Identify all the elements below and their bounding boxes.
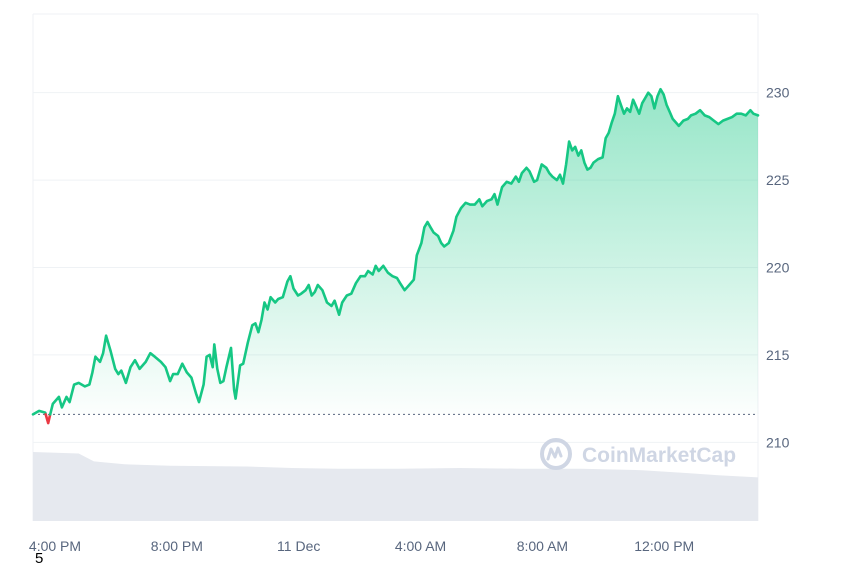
x-tick-label-4: 8:00 AM	[517, 538, 568, 554]
coinmarketcap-watermark: CoinMarketCap	[540, 438, 736, 470]
price-area-fill	[33, 89, 758, 424]
y-axis-labels: 210 215 220 225 230	[766, 85, 790, 451]
y-tick-label-230: 230	[766, 85, 790, 101]
x-tick-label-2: 11 Dec	[277, 538, 320, 554]
volume-area	[33, 452, 758, 521]
x-tick-label-0: 4:00 PM	[29, 538, 81, 554]
y-tick-label-210: 210	[766, 434, 790, 450]
footnote-text: 5	[35, 550, 44, 567]
volume-bars	[33, 452, 758, 521]
coinmarketcap-logo-icon	[540, 438, 572, 470]
x-tick-label-3: 4:00 AM	[395, 538, 446, 554]
price-line-segment-2	[48, 87, 760, 416]
y-tick-label-225: 225	[766, 172, 790, 188]
x-axis-labels: 4:00 PM 8:00 PM 11 Dec 4:00 AM 8:00 AM 12:00 …	[29, 538, 694, 554]
x-tick-label-1: 8:00 PM	[151, 538, 203, 554]
y-tick-label-220: 220	[766, 260, 790, 276]
watermark-text: CoinMarketCap	[582, 444, 736, 467]
x-tick-label-5: 12:00 PM	[634, 538, 694, 554]
price-line-group	[31, 87, 760, 425]
price-area	[33, 89, 758, 424]
y-tick-label-215: 215	[766, 347, 790, 363]
